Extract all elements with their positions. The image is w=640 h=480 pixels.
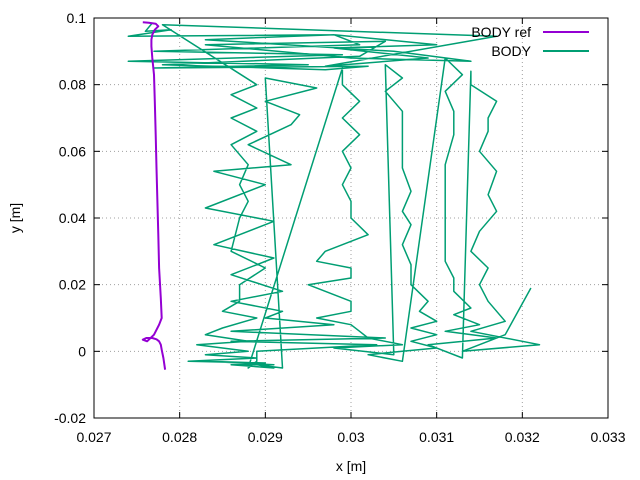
y-tick-label: 0.02 — [59, 277, 86, 293]
x-tick-label: 0.031 — [419, 429, 454, 445]
y-tick-label: 0.1 — [67, 10, 87, 26]
y-tick-label: 0.08 — [59, 77, 86, 93]
y-tick-label: 0.04 — [59, 210, 86, 226]
x-tick-label: 0.032 — [505, 429, 540, 445]
legend-label-body-ref: BODY ref — [471, 24, 531, 40]
x-tick-label: 0.028 — [162, 429, 197, 445]
y-tick-label: 0.06 — [59, 143, 86, 159]
series-line-body-ref — [141, 21, 167, 370]
y-tick-label: 0 — [78, 343, 86, 359]
legend: BODY ref BODY — [471, 24, 589, 59]
axis-ticks: 0.027 0.028 0.029 0.03 0.031 0.032 0.033 -0.02 0… — [54, 10, 626, 445]
y-axis-label: y [m] — [7, 203, 23, 233]
series-line-body — [127, 22, 541, 369]
x-tick-label: 0.027 — [76, 429, 111, 445]
x-tick-label: 0.029 — [248, 429, 283, 445]
y-tick-label: -0.02 — [54, 410, 86, 426]
x-axis-label: x [m] — [336, 458, 366, 474]
x-tick-label: 0.03 — [337, 429, 364, 445]
plot-area — [127, 21, 541, 370]
legend-label-body: BODY — [491, 43, 531, 59]
x-tick-label: 0.033 — [590, 429, 625, 445]
